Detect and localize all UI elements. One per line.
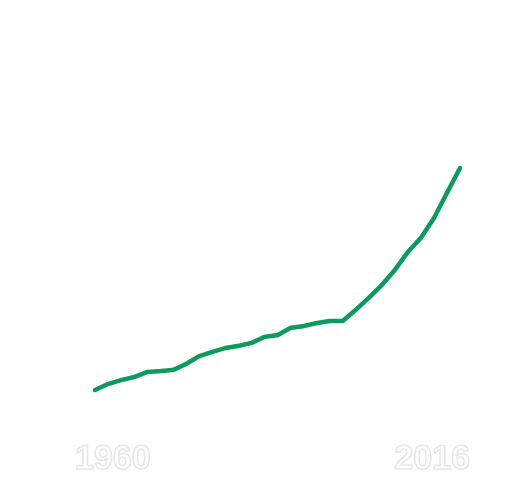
data-line xyxy=(92,165,463,393)
x-tick-label: 1960 xyxy=(75,439,151,477)
x-tick-label: 2016 xyxy=(394,439,470,477)
